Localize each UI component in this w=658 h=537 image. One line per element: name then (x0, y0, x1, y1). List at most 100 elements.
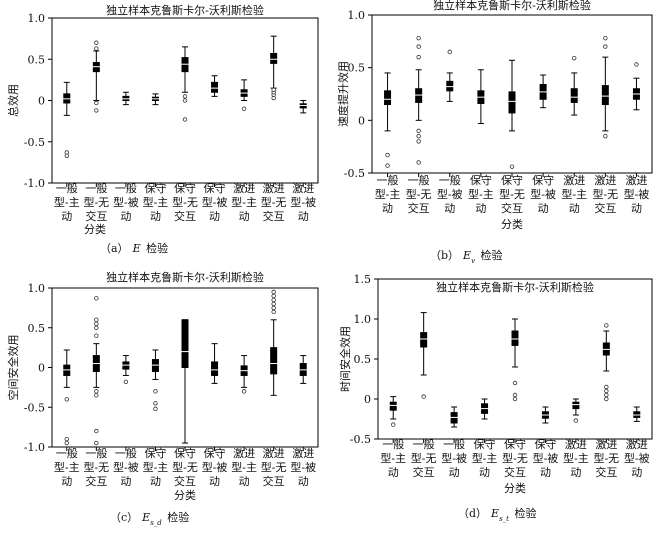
category-label: 动 (538, 202, 549, 215)
category-label: 型-被 (290, 460, 316, 474)
outlier-point (64, 436, 69, 442)
outlier-point (603, 35, 608, 41)
caption-prefix: （a） (100, 242, 129, 255)
box-body (270, 347, 278, 375)
outlier-point (604, 396, 609, 402)
category-label: 动 (449, 466, 460, 479)
category-label: 交互 (85, 209, 107, 223)
y-tick-label: 0.5 (28, 322, 46, 335)
box-8 (299, 355, 308, 384)
category-label: 保守 (144, 446, 166, 460)
category-label: 型-被 (202, 460, 228, 474)
category-label: 交互 (408, 201, 430, 215)
outlier-point (604, 388, 609, 394)
category-label: 一般 (56, 182, 78, 195)
outlier-point (182, 94, 188, 99)
category-label: 动 (239, 210, 250, 223)
category-label: 型-无 (261, 460, 287, 474)
category-label: 型-被 (202, 195, 228, 209)
panel-c: 独立样本克鲁斯卡尔-沃利斯检验 -1.0 -0.5 0 0.5 1.0 空间安全效用一般型-… (6, 270, 319, 527)
outlier-point (153, 389, 158, 394)
caption-prefix: （c） (110, 511, 138, 524)
outlier-point (416, 128, 421, 134)
caption-prefix: （d） (458, 507, 487, 520)
outlier-point (94, 333, 99, 338)
category-label: 保守 (504, 437, 526, 451)
outlier-point (271, 293, 276, 299)
category-label: 动 (631, 466, 642, 479)
category-label: 型-主 (231, 460, 257, 474)
caption-suffix: 检验 (143, 241, 169, 255)
box-8 (299, 100, 308, 114)
outlier-point (123, 379, 129, 385)
y-tick-label: 1.5 (354, 273, 372, 286)
y-axis-label: 总效用 (6, 84, 20, 117)
category-label: 动 (298, 210, 309, 223)
outlier-point (94, 440, 99, 446)
category-label: 动 (209, 210, 220, 223)
outlier-point (182, 98, 188, 103)
category-label: 激进 (625, 173, 647, 187)
box-7 (269, 35, 278, 101)
box-3 (476, 69, 485, 124)
category-label: 一般 (408, 174, 430, 187)
outlier-point (509, 164, 515, 169)
category-label: 型-主 (380, 451, 406, 465)
box-2 (450, 406, 459, 428)
outlier-point (64, 397, 69, 402)
y-tick-label: 1.0 (28, 282, 46, 295)
category-label: 动 (61, 475, 72, 488)
box-body (181, 319, 189, 368)
box-6 (240, 79, 249, 111)
y-tick-label: 0 (38, 362, 45, 375)
box-5 (539, 74, 548, 109)
category-label: 动 (120, 210, 131, 223)
chart-title: 独立样本克鲁斯卡尔-沃利斯检验 (106, 3, 264, 17)
caption-suffix: 检验 (477, 248, 503, 262)
caption-suffix: 检验 (511, 506, 537, 520)
category-label: 一般 (115, 182, 137, 195)
box-body (511, 330, 519, 346)
category-label: 型-主 (375, 187, 401, 201)
box-7 (601, 35, 610, 139)
y-axis-label: 速度提升效用 (336, 61, 350, 127)
y-tick-label: 1.0 (28, 12, 46, 25)
category-label: 激进 (233, 181, 255, 195)
outlier-point (572, 55, 577, 61)
y-tick-label: 0 (358, 114, 365, 127)
category-label: 保守 (174, 446, 196, 460)
box-0 (62, 349, 71, 446)
category-label: 交互 (85, 474, 107, 488)
category-label: 一般 (115, 447, 137, 460)
box-body (601, 85, 609, 106)
category-label: 激进 (626, 437, 648, 451)
y-tick-label: -1.0 (24, 441, 45, 454)
outlier-point (573, 418, 579, 423)
figure-caption: （a） E 检验 (100, 241, 168, 255)
category-label: 保守 (501, 173, 523, 187)
y-tick-label: -1.0 (24, 177, 45, 190)
caption-symbol: E (490, 507, 499, 520)
box-body (446, 80, 454, 92)
outlier-point (391, 422, 396, 427)
y-tick-label: 0 (364, 393, 371, 406)
y-tick-label: -0.5 (350, 433, 371, 446)
category-label: 型-主 (561, 187, 587, 201)
category-label: 一般 (413, 438, 435, 451)
category-label: 动 (444, 202, 455, 215)
category-label: 一般 (439, 174, 461, 187)
category-label: 交互 (263, 209, 285, 223)
box-1 (92, 40, 101, 113)
category-label: 保守 (470, 173, 492, 187)
y-axis-label: 时间安全效用 (338, 326, 352, 392)
outlier-point (241, 106, 247, 111)
box-2 (445, 49, 454, 102)
box-3 (151, 93, 160, 106)
box-body (420, 332, 428, 348)
box-body (389, 401, 397, 411)
caption-symbol: E (141, 511, 150, 524)
category-label: 保守 (474, 437, 496, 451)
outlier-point (416, 133, 421, 139)
category-label: 型-无 (406, 187, 432, 201)
